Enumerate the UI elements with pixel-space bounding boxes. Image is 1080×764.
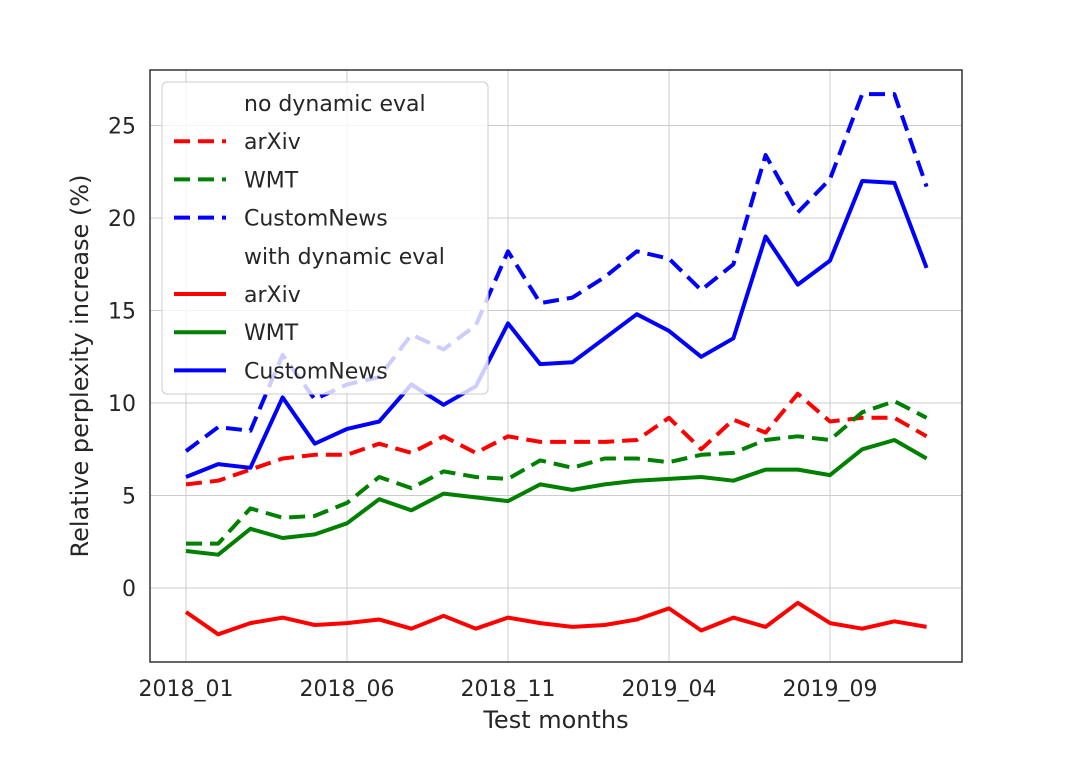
series-arxiv-solid (184, 600, 927, 637)
x-tick-label: 2019_04 (622, 677, 717, 702)
x-tick-label: 2018_01 (139, 677, 234, 702)
y-tick-label: 0 (122, 577, 136, 602)
y-tick-label: 5 (122, 485, 136, 510)
y-tick-label: 25 (108, 115, 136, 140)
series-wmt-solid (185, 438, 928, 557)
x-axis-label: Test months (482, 706, 628, 734)
legend-group-heading: no dynamic eval (244, 92, 426, 117)
y-tick-label: 10 (108, 392, 136, 417)
legend-entry-label: arXiv (244, 283, 301, 308)
legend-entry-label: arXiv (244, 130, 301, 155)
legend-entry-label: CustomNews (244, 359, 388, 384)
plot-frame (149, 69, 963, 663)
x-tick-label: 2019_09 (783, 677, 878, 702)
series-arxiv-dashed (185, 391, 928, 487)
tick-labels: 0 5 10 15 20 25 2018_01 2018_06 2018_11 2019_04 20… (108, 115, 877, 703)
legend-entry-label: WMT (244, 321, 299, 346)
series-customnews-solid (185, 179, 929, 479)
legend-entry-label: CustomNews (244, 207, 388, 232)
x-tick-label: 2018_11 (461, 677, 556, 702)
legend-group-heading: with dynamic eval (244, 245, 445, 270)
y-tick-label: 15 (108, 300, 136, 325)
legend: no dynamic eval arXiv WMT CustomNews with dy… (161, 81, 489, 395)
y-tick-label: 20 (108, 207, 136, 232)
legend-box (161, 81, 489, 395)
x-tick-label: 2018_06 (300, 677, 395, 702)
series-wmt-dashed (186, 399, 928, 546)
y-axis-label: Relative perplexity increase (%) (66, 175, 94, 558)
legend-entry-label: WMT (244, 168, 299, 193)
